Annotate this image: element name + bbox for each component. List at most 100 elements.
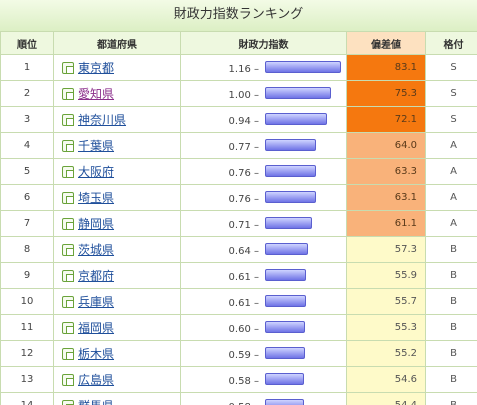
index-cell: 0.61 – (180, 262, 347, 289)
table-row: 8 茨城県 0.64 – 57.3 B (0, 236, 477, 263)
grade-cell: B (425, 314, 477, 341)
score-cell: 55.2 (346, 340, 426, 367)
header-rank: 順位 (0, 31, 54, 55)
index-cell: 0.76 – (180, 184, 347, 211)
score-cell: 57.3 (346, 236, 426, 263)
index-value: 0.94 – (228, 115, 259, 127)
score-cell: 55.9 (346, 262, 426, 289)
prefecture-link[interactable]: 群馬県 (78, 399, 114, 405)
table-row: 13 広島県 0.58 – 54.6 B (0, 366, 477, 393)
index-bar (265, 60, 341, 73)
open-window-icon[interactable] (62, 166, 74, 178)
index-value: 0.71 – (228, 219, 259, 231)
open-window-icon[interactable] (62, 400, 74, 405)
prefecture-link[interactable]: 愛知県 (78, 87, 115, 101)
prefecture-cell: 栃木県 (53, 340, 181, 367)
prefecture-link[interactable]: 兵庫県 (78, 295, 115, 309)
index-bar (265, 398, 304, 405)
prefecture-cell: 千葉県 (53, 132, 181, 159)
open-window-icon[interactable] (62, 296, 74, 308)
index-cell: 0.77 – (180, 132, 347, 159)
prefecture-link[interactable]: 静岡県 (78, 217, 115, 231)
index-cell: 0.58 – (180, 392, 347, 405)
rank-cell: 9 (0, 262, 54, 289)
open-window-icon[interactable] (62, 62, 74, 74)
prefecture-link[interactable]: 広島県 (78, 373, 115, 387)
open-window-icon[interactable] (62, 348, 74, 360)
prefecture-cell: 茨城県 (53, 236, 181, 263)
index-value: 1.00 – (228, 89, 259, 101)
index-value: 0.61 – (228, 297, 259, 309)
open-window-icon[interactable] (62, 114, 74, 126)
score-cell: 54.4 (346, 392, 426, 405)
header-prefecture: 都道府県 (53, 31, 181, 55)
rank-cell: 4 (0, 132, 54, 159)
table-row: 5 大阪府 0.76 – 63.3 A (0, 158, 477, 185)
open-window-icon[interactable] (62, 88, 74, 100)
index-cell: 0.60 – (180, 314, 347, 341)
score-cell: 63.3 (346, 158, 426, 185)
index-value: 0.59 – (228, 349, 259, 361)
grade-cell: S (425, 54, 477, 81)
prefecture-cell: 福岡県 (53, 314, 181, 341)
index-bar (265, 242, 308, 255)
grade-cell: A (425, 132, 477, 159)
table-header-row: 順位 都道府県 財政力指数 偏差値 格付 (0, 31, 477, 55)
index-bar (265, 294, 306, 307)
score-cell: 64.0 (346, 132, 426, 159)
grade-cell: S (425, 106, 477, 133)
prefecture-cell: 広島県 (53, 366, 181, 393)
index-bar (265, 216, 312, 229)
open-window-icon[interactable] (62, 270, 74, 282)
open-window-icon[interactable] (62, 192, 74, 204)
score-cell: 54.6 (346, 366, 426, 393)
index-cell: 0.94 – (180, 106, 347, 133)
index-bar (265, 138, 316, 151)
index-value: 0.76 – (228, 167, 259, 179)
prefecture-link[interactable]: 京都府 (78, 269, 115, 283)
prefecture-link[interactable]: 千葉県 (78, 139, 115, 153)
table-row: 12 栃木県 0.59 – 55.2 B (0, 340, 477, 367)
score-cell: 55.3 (346, 314, 426, 341)
index-value: 0.64 – (228, 245, 259, 257)
prefecture-cell: 大阪府 (53, 158, 181, 185)
prefecture-link[interactable]: 茨城県 (78, 243, 115, 257)
grade-cell: B (425, 366, 477, 393)
grade-cell: A (425, 158, 477, 185)
prefecture-link[interactable]: 栃木県 (78, 347, 115, 361)
index-cell: 0.58 – (180, 366, 347, 393)
index-cell: 0.59 – (180, 340, 347, 367)
index-bar (265, 372, 304, 385)
rank-cell: 7 (0, 210, 54, 237)
table-row: 10 兵庫県 0.61 – 55.7 B (0, 288, 477, 315)
rank-cell: 1 (0, 54, 54, 81)
index-bar (265, 164, 316, 177)
table-row: 6 埼玉県 0.76 – 63.1 A (0, 184, 477, 211)
score-cell: 72.1 (346, 106, 426, 133)
ranking-table: 順位 都道府県 財政力指数 偏差値 格付 1 東京都 1.16 –83.1 S 2 愛知県… (0, 31, 477, 405)
prefecture-link[interactable]: 福岡県 (78, 321, 115, 335)
open-window-icon[interactable] (62, 218, 74, 230)
prefecture-link[interactable]: 埼玉県 (78, 191, 115, 205)
open-window-icon[interactable] (62, 140, 74, 152)
rank-cell: 10 (0, 288, 54, 315)
prefecture-link[interactable]: 東京都 (78, 61, 115, 75)
prefecture-link[interactable]: 神奈川県 (78, 113, 127, 127)
index-bar (265, 346, 305, 359)
prefecture-cell: 愛知県 (53, 80, 181, 107)
prefecture-link[interactable]: 大阪府 (78, 165, 115, 179)
index-value: 0.77 – (228, 141, 259, 153)
prefecture-cell: 埼玉県 (53, 184, 181, 211)
rank-cell: 13 (0, 366, 54, 393)
open-window-icon[interactable] (62, 322, 74, 334)
open-window-icon[interactable] (62, 244, 74, 256)
open-window-icon[interactable] (62, 374, 74, 386)
rank-cell: 2 (0, 80, 54, 107)
index-cell: 0.61 – (180, 288, 347, 315)
grade-cell: B (425, 392, 477, 405)
header-index: 財政力指数 (180, 31, 347, 55)
table-row: 2 愛知県 1.00 – 75.3 S (0, 80, 477, 107)
index-value: 0.58 – (228, 375, 259, 387)
header-grade: 格付 (425, 31, 477, 55)
score-cell: 83.1 (346, 54, 426, 81)
